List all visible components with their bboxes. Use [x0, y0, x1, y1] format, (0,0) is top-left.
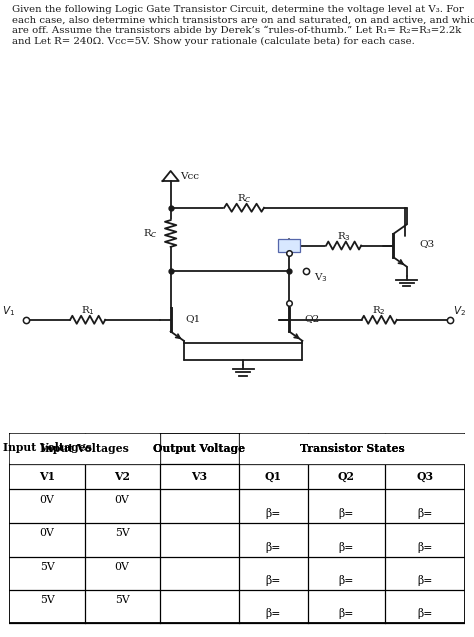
Text: V1: V1 — [39, 471, 55, 482]
Text: R$_3$: R$_3$ — [337, 230, 351, 243]
Text: Vcc: Vcc — [180, 173, 199, 182]
Text: β=: β= — [266, 508, 281, 519]
Text: 5V: 5V — [40, 562, 55, 571]
Text: β=: β= — [266, 575, 281, 586]
Text: V3: V3 — [191, 471, 208, 482]
Text: R$_C$: R$_C$ — [237, 192, 252, 205]
Text: V2: V2 — [114, 471, 130, 482]
Text: Input Voltages: Input Voltages — [2, 442, 91, 453]
Text: 5V: 5V — [115, 528, 129, 538]
Text: Q3: Q3 — [416, 471, 433, 482]
Text: 5V: 5V — [40, 595, 55, 605]
Text: β=: β= — [338, 575, 354, 586]
Text: Output Voltage: Output Voltage — [154, 443, 246, 454]
Text: β=: β= — [338, 508, 354, 519]
Text: Transistor States: Transistor States — [300, 443, 404, 454]
Text: $V_1$: $V_1$ — [2, 304, 16, 318]
Text: Q2: Q2 — [337, 471, 355, 482]
Text: Q1: Q1 — [186, 313, 201, 322]
Text: β=: β= — [417, 508, 432, 519]
Text: 0V: 0V — [115, 494, 129, 505]
Text: β=: β= — [266, 541, 281, 553]
Text: β=: β= — [266, 608, 281, 619]
Text: β=: β= — [338, 608, 354, 619]
Text: β=: β= — [417, 575, 432, 586]
Text: Q2: Q2 — [304, 313, 319, 322]
Text: Given the following Logic Gate Transistor Circuit, determine the voltage level a: Given the following Logic Gate Transisto… — [12, 5, 474, 46]
Text: R$_1$: R$_1$ — [81, 304, 95, 317]
Text: R$_2$: R$_2$ — [372, 304, 386, 317]
Text: 0V: 0V — [40, 494, 55, 505]
Text: β=: β= — [417, 608, 432, 619]
Text: Q3: Q3 — [419, 240, 435, 248]
Text: R$_C$: R$_C$ — [143, 227, 158, 240]
Text: Q1: Q1 — [265, 471, 282, 482]
Text: Output Voltage: Output Voltage — [154, 443, 246, 454]
Text: Input Voltages: Input Voltages — [40, 443, 129, 454]
Text: V$_3$: V$_3$ — [314, 271, 328, 283]
Text: Transistor States: Transistor States — [300, 443, 404, 454]
Text: 0V: 0V — [115, 562, 129, 571]
Text: 0V: 0V — [40, 528, 55, 538]
FancyBboxPatch shape — [278, 239, 300, 252]
Text: 5V: 5V — [115, 595, 129, 605]
Text: β=: β= — [417, 541, 432, 553]
Text: β=: β= — [338, 541, 354, 553]
Text: $V_2$: $V_2$ — [453, 304, 465, 318]
